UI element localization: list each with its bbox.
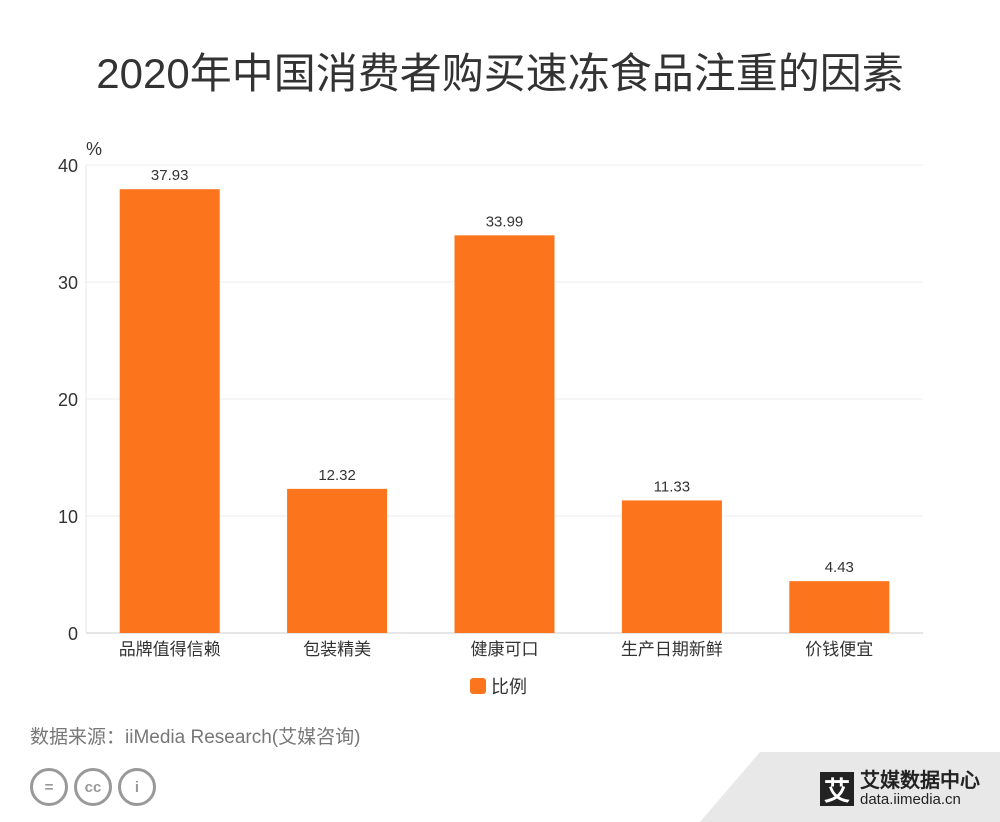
data-label: 4.43 bbox=[825, 559, 854, 576]
y-tick-label: 10 bbox=[58, 507, 78, 527]
data-label: 11.33 bbox=[654, 478, 690, 495]
legend-swatch bbox=[470, 678, 486, 694]
source-text: 数据来源：iiMedia Research(艾媒咨询) bbox=[30, 727, 361, 748]
x-tick-label: 价钱便宜 bbox=[805, 640, 873, 659]
brand-logo-mark: 艾 bbox=[820, 772, 854, 806]
legend-label: 比例 bbox=[491, 677, 527, 697]
x-tick-label: 生产日期新鲜 bbox=[621, 640, 723, 659]
bar bbox=[621, 500, 722, 633]
bar-chart: 0 10 20 30 40% 37.93 品牌值得信赖 12.32 包装精美 33.99 健康可口 1… bbox=[58, 139, 923, 697]
bar bbox=[119, 189, 220, 633]
y-tick-label: 0 bbox=[68, 624, 78, 644]
brand-name: 艾媒数据中心 bbox=[860, 770, 980, 792]
page-title: 2020年中国消费者购买速冻食品注重的因素 bbox=[96, 50, 904, 97]
x-tick-label: 健康可口 bbox=[471, 640, 539, 659]
y-tick-label: 30 bbox=[58, 273, 78, 293]
data-label: 33.99 bbox=[486, 213, 524, 230]
bar bbox=[789, 581, 890, 633]
person-icon: i bbox=[118, 768, 156, 806]
x-tick-label: 包装精美 bbox=[303, 640, 371, 659]
y-axis-unit: % bbox=[86, 139, 102, 159]
data-label: 12.32 bbox=[318, 467, 356, 484]
y-tick-label: 40 bbox=[58, 156, 78, 176]
cc-license: = cc i bbox=[30, 768, 156, 806]
bar bbox=[454, 235, 555, 633]
equals-icon: = bbox=[30, 768, 68, 806]
brand-logo: 艾 艾媒数据中心 data.iimedia.cn bbox=[820, 770, 980, 808]
bar bbox=[287, 488, 388, 633]
data-label: 37.93 bbox=[151, 167, 189, 184]
cc-icon: cc bbox=[74, 768, 112, 806]
x-tick-label: 品牌值得信赖 bbox=[119, 640, 221, 659]
y-tick-label: 20 bbox=[58, 390, 78, 410]
brand-url: data.iimedia.cn bbox=[860, 791, 961, 808]
